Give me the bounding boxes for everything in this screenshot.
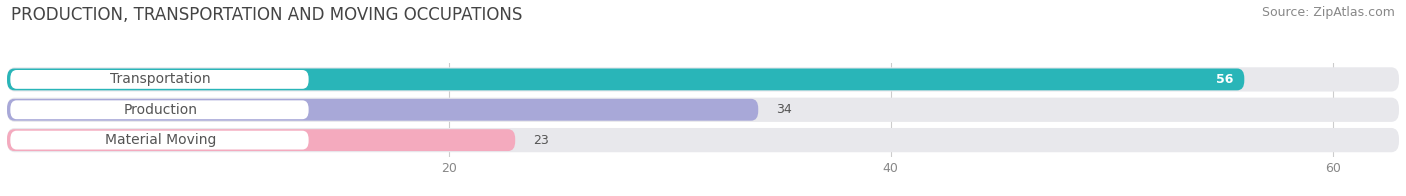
FancyBboxPatch shape [10,100,308,119]
Text: 34: 34 [776,103,792,116]
Text: 56: 56 [1216,73,1233,86]
FancyBboxPatch shape [7,67,1399,92]
FancyBboxPatch shape [7,68,1244,90]
FancyBboxPatch shape [7,98,1399,122]
FancyBboxPatch shape [10,70,308,89]
Text: PRODUCTION, TRANSPORTATION AND MOVING OCCUPATIONS: PRODUCTION, TRANSPORTATION AND MOVING OC… [11,6,523,24]
Text: Source: ZipAtlas.com: Source: ZipAtlas.com [1261,6,1395,19]
FancyBboxPatch shape [7,129,515,151]
FancyBboxPatch shape [7,128,1399,152]
FancyBboxPatch shape [10,131,308,150]
Text: Production: Production [124,103,198,117]
FancyBboxPatch shape [7,99,758,121]
Text: Material Moving: Material Moving [105,133,217,147]
Text: 23: 23 [533,134,548,147]
Text: Transportation: Transportation [110,72,211,86]
